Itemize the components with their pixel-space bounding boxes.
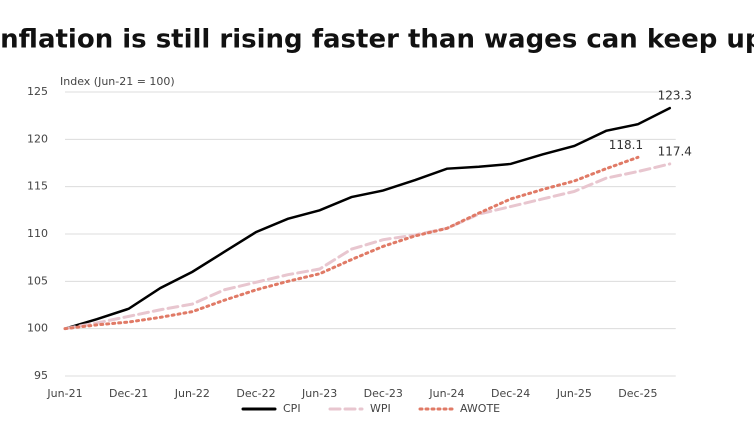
x-tick-label: Dec-21 xyxy=(109,387,148,400)
y-tick-label: 125 xyxy=(27,85,48,98)
x-tick-label: Dec-23 xyxy=(364,387,403,400)
data-label: 123.3 xyxy=(658,89,692,103)
y-tick-label: 110 xyxy=(27,227,48,240)
x-tick-label: Jun-25 xyxy=(556,387,592,400)
y-tick-label: 115 xyxy=(27,180,48,193)
y-tick-label: 105 xyxy=(27,274,48,287)
x-tick-label: Dec-24 xyxy=(491,387,530,400)
x-tick-label: Dec-25 xyxy=(618,387,657,400)
y-tick-label: 95 xyxy=(34,369,48,382)
y-tick-label: 120 xyxy=(27,132,48,145)
x-tick-label: Jun-22 xyxy=(174,387,210,400)
legend-label: WPI xyxy=(370,402,391,415)
series-line xyxy=(63,162,672,331)
x-tick-label: Dec-22 xyxy=(236,387,275,400)
y-tick-label: 100 xyxy=(27,322,48,335)
y-axis-label: Index (Jun-21 = 100) xyxy=(60,75,175,88)
legend-label: CPI xyxy=(283,402,301,415)
x-tick-label: Jun-23 xyxy=(301,387,337,400)
data-label: 118.1 xyxy=(609,138,643,152)
x-tick-label: Jun-21 xyxy=(46,387,82,400)
chart-title: Inflation is still rising faster than wa… xyxy=(0,25,754,55)
series-line xyxy=(63,155,640,331)
legend-label: AWOTE xyxy=(460,402,500,415)
x-tick-label: Jun-24 xyxy=(428,387,464,400)
series-line xyxy=(63,106,672,330)
data-label: 117.4 xyxy=(658,144,692,158)
